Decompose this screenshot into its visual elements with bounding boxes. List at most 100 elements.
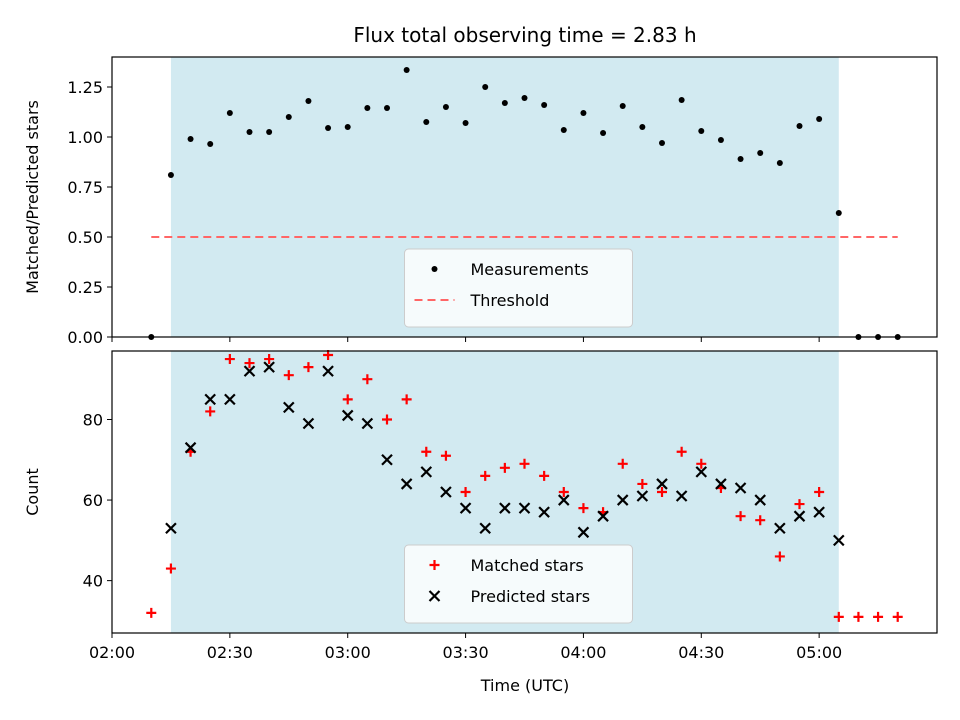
count-point-plus [303, 362, 314, 373]
ratio-point-dot [659, 140, 665, 146]
count-legend [404, 544, 633, 624]
count-point-plus [342, 394, 353, 405]
count-point-plus [814, 487, 825, 497]
count-y-tick-label: 60 [83, 491, 103, 510]
count-point-plus [676, 446, 687, 457]
ratio-legend [404, 248, 633, 328]
count-point-plus [637, 478, 648, 489]
ratio-point-dot [521, 95, 528, 101]
ratio-point-dot [678, 97, 685, 103]
ratio-panel: 0.00 0.25 0.50 0.75 1.00 1.25 Matched/Predicte… [23, 56, 938, 347]
ratio-point-dot [364, 105, 371, 111]
count-point-plus [499, 462, 510, 473]
count-point-plus [382, 414, 392, 425]
count-y-axis-label: Count [23, 468, 42, 516]
count-point-plus [519, 458, 530, 469]
count-point-x [695, 466, 708, 478]
x-tick-label: 02:00 [89, 643, 135, 662]
ratio-y-tick-label: 1.00 [67, 128, 103, 147]
ratio-y-tick-label: 0.50 [67, 228, 103, 247]
ratio-point-dot [226, 110, 233, 116]
count-point-x [420, 466, 433, 478]
count-point-x [813, 506, 825, 518]
count-point-x [381, 453, 393, 466]
count-point-x [165, 522, 177, 535]
ratio-point-dot [835, 210, 842, 216]
count-point-x [616, 494, 629, 506]
count-point-x [479, 522, 491, 535]
ratio-y-tick-label: 1.25 [67, 78, 103, 97]
ratio-point-dot [482, 84, 489, 90]
count-point-x [577, 526, 590, 539]
count-point-x [322, 365, 334, 377]
count-point-x [833, 534, 845, 547]
count-point-x [459, 502, 472, 514]
ratio-point-dot [325, 125, 332, 131]
x-tick-label: 03:30 [443, 643, 489, 662]
ratio-point-dot [796, 123, 803, 129]
count-point-x [518, 502, 531, 514]
count-point-x [440, 486, 452, 498]
count-point-plus [165, 563, 176, 574]
count-y-tick-label: 80 [83, 410, 103, 429]
count-point-x [204, 393, 216, 406]
ratio-legend-label: Threshold [470, 291, 550, 310]
x-tick-label: 03:00 [325, 643, 371, 662]
count-point-plus [440, 450, 451, 461]
x-tick-label: 04:00 [560, 643, 606, 662]
count-point-plus [892, 611, 903, 622]
ratio-point-dot [344, 124, 351, 130]
count-point-x [558, 494, 570, 506]
ratio-point-dot [737, 156, 744, 162]
count-point-plus [755, 515, 766, 526]
count-point-x [656, 478, 668, 490]
count-point-x [793, 510, 806, 522]
count-point-plus [421, 446, 432, 457]
count-point-plus [794, 499, 805, 510]
ratio-point-dot [541, 102, 548, 108]
count-point-plus [323, 350, 334, 361]
count-panel: 40 60 80 02:00 02:30 03:00 03:30 04:00 04:30 05:0… [23, 350, 938, 662]
ratio-point-dot [717, 137, 724, 143]
ratio-point-dot [776, 160, 783, 166]
count-point-x [675, 490, 688, 502]
count-point-plus [401, 394, 412, 405]
x-tick-label: 04:30 [678, 643, 724, 662]
ratio-y-tick-label: 0.75 [67, 178, 103, 197]
count-legend-label: Matched stars [471, 556, 584, 575]
ratio-point-dot [698, 128, 705, 134]
ratio-point-dot [639, 124, 646, 130]
ratio-y-axis-label: Matched/Predicted stars [23, 100, 42, 294]
count-point-x [597, 510, 609, 522]
count-point-x [184, 441, 197, 454]
count-point-plus [146, 607, 157, 618]
count-point-plus [264, 354, 275, 365]
ratio-point-dot [266, 129, 273, 135]
count-point-plus [735, 511, 746, 522]
count-point-x [636, 490, 649, 502]
count-axes-frame [111, 350, 938, 634]
count-point-plus [833, 611, 844, 622]
count-point-x [283, 401, 295, 414]
count-point-x [715, 478, 727, 490]
count-legend-label: Predicted stars [471, 587, 591, 606]
count-point-plus [283, 370, 294, 381]
count-legend-marker [428, 590, 441, 602]
ratio-y-tick-label: 0.00 [67, 328, 103, 347]
count-point-x [243, 365, 256, 377]
ratio-point-dot [462, 120, 469, 126]
ratio-legend-label: Measurements [471, 260, 589, 279]
ratio-point-dot [246, 129, 253, 135]
count-legend-marker [429, 560, 440, 570]
ratio-point-dot [757, 150, 764, 156]
ratio-point-dot [285, 114, 292, 120]
count-point-plus [617, 458, 628, 469]
count-point-x [361, 417, 374, 430]
ratio-point-dot [560, 127, 567, 133]
count-point-plus [558, 487, 569, 497]
x-tick-label: 02:30 [207, 643, 253, 662]
count-point-plus [539, 470, 550, 481]
ratio-point-dot [403, 67, 410, 73]
count-point-x [734, 482, 747, 494]
count-point-plus [774, 551, 785, 562]
